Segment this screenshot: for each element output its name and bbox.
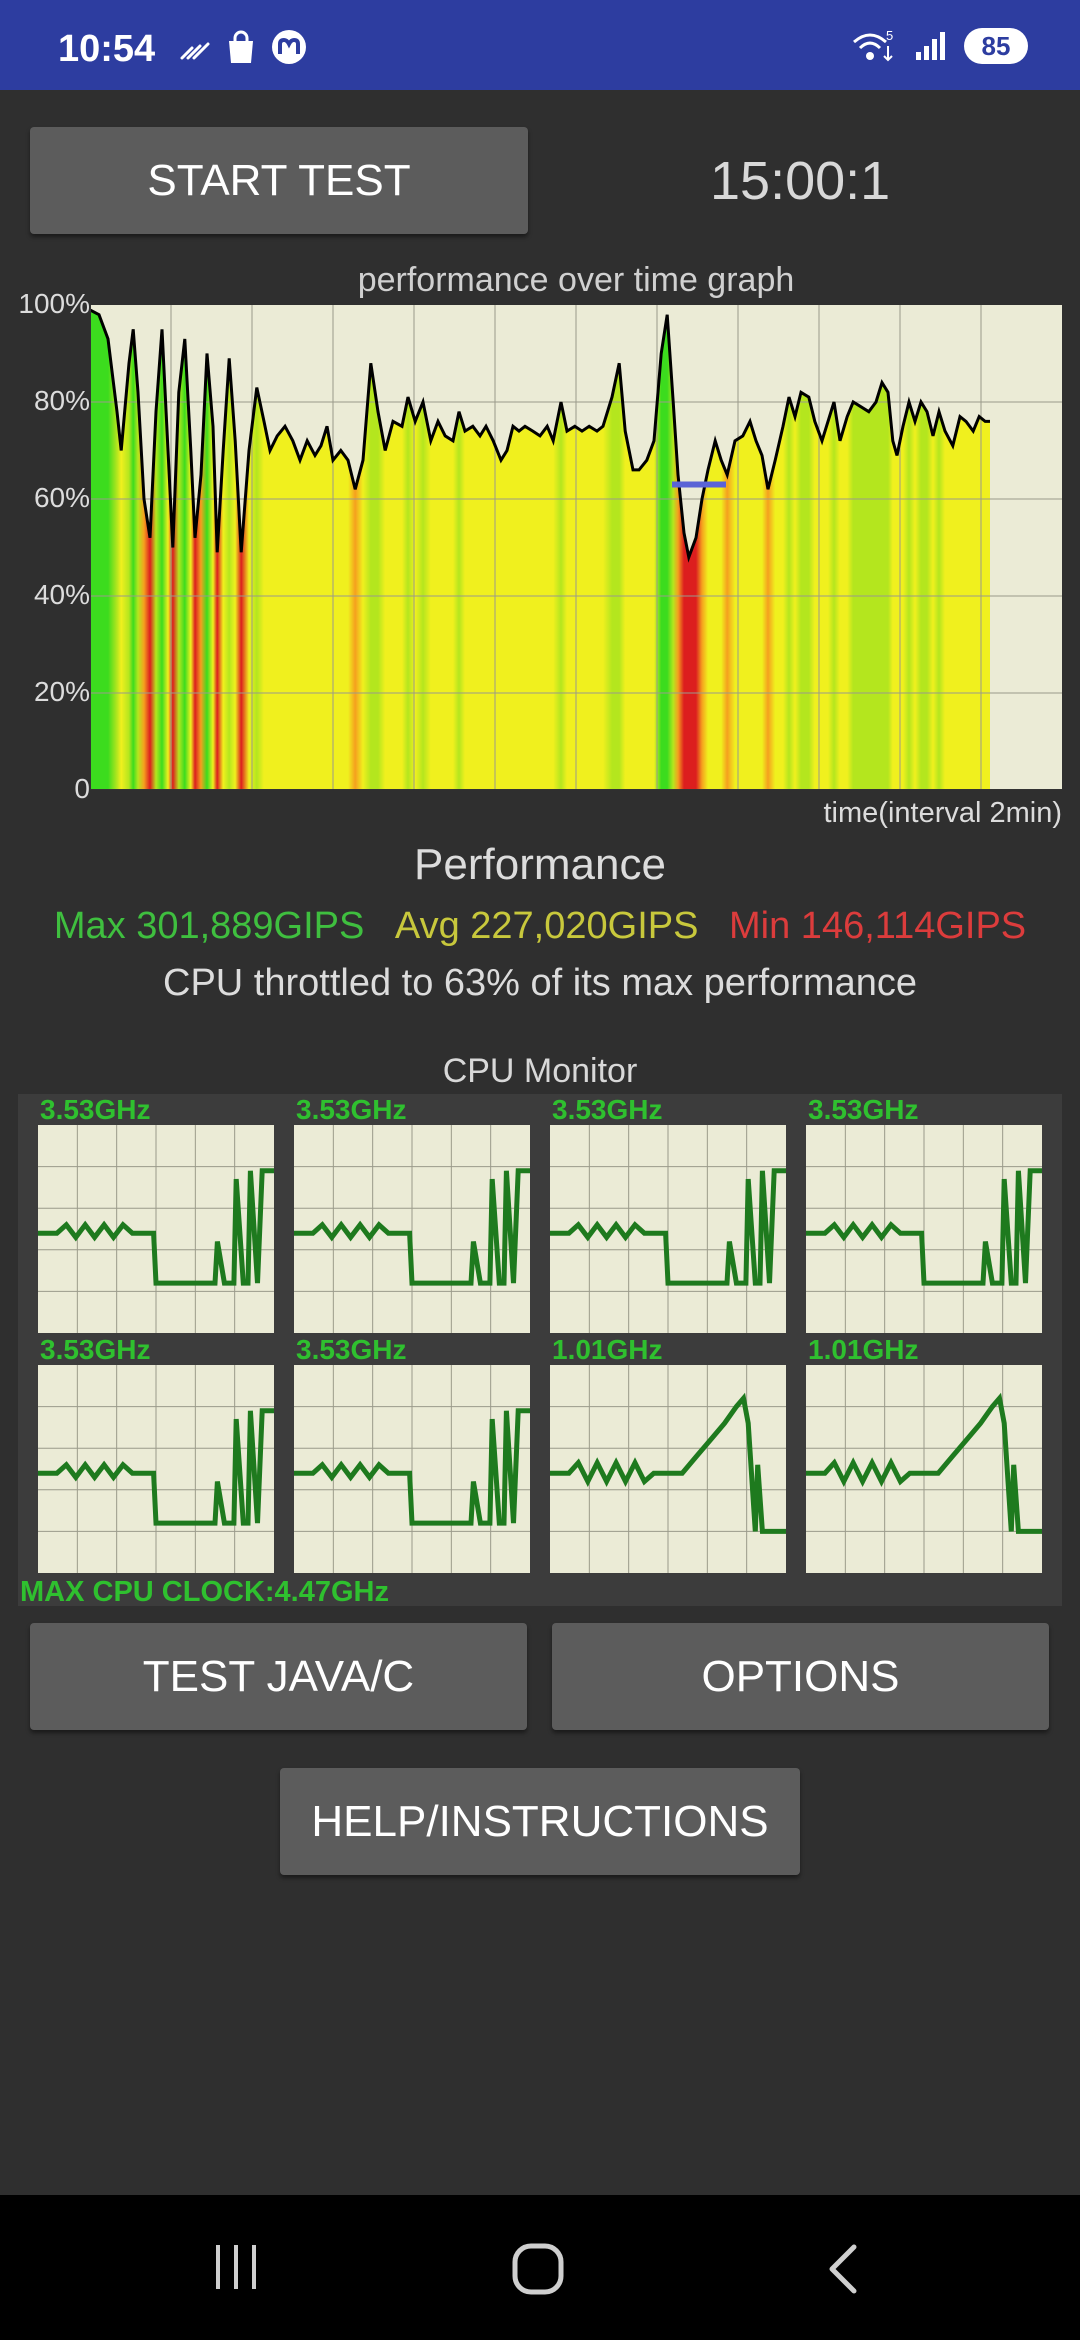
messenger-app-icon [272,30,306,64]
options-button[interactable]: OPTIONS [552,1623,1049,1730]
wifi-5-icon: 5 [853,28,893,62]
status-icons-right: 5 85 [850,28,1028,64]
core-frequency-line [550,1392,786,1534]
core-frequency: 1.01GHz [552,1334,663,1365]
y-tick-label: 40% [33,579,90,610]
svg-text:5: 5 [886,28,893,43]
core-frequency: 3.53GHz [552,1094,663,1125]
core-graph [38,1125,274,1333]
status-icons-left [178,30,308,64]
core-frequency: 3.53GHz [40,1334,151,1365]
core-graph [38,1365,274,1573]
home-icon[interactable] [510,2241,566,2297]
y-tick-label: 80% [33,385,90,416]
max-performance: Max 301,889GIPS [53,905,365,947]
start-test-button[interactable]: START TEST [30,127,528,234]
core-frequency-line [294,1168,530,1286]
test-java-c-button[interactable]: TEST JAVA/C [30,1623,527,1730]
core-graph [294,1125,530,1333]
core-frequency-line [38,1168,274,1286]
y-tick-label: 0 [74,773,90,804]
core-frequency: 3.53GHz [808,1094,919,1125]
graph-title: performance over time graph [357,261,795,299]
min-performance: Min 146,114GIPS [729,905,1027,947]
performance-stats: Max 301,889GIPS Avg 227,020GIPS Min 146,… [0,905,1080,948]
test-timer: 15:00:1 [710,151,891,211]
core-frequency: 3.53GHz [40,1094,151,1125]
help-instructions-button[interactable]: HELP/INSTRUCTIONS [280,1768,800,1875]
cpu-monitor-title: CPU Monitor [442,1052,638,1090]
core-frequency-line [550,1168,786,1286]
back-icon[interactable] [820,2241,864,2297]
core-frequency: 3.53GHz [296,1334,407,1365]
recents-icon[interactable] [212,2241,260,2293]
signal-icon [916,32,945,60]
performance-line [90,308,990,563]
y-tick-label: 100% [18,288,90,319]
performance-heading: Performance [414,840,666,889]
max-cpu-clock: MAX CPU CLOCK:4.47GHz [20,1576,389,1608]
core-frequency-line [806,1392,1042,1534]
shopping-bag-icon [229,30,253,63]
throttle-summary: CPU throttled to 63% of its max performa… [163,962,917,1004]
core-frequency-line [294,1408,530,1526]
battery-indicator: 85 [964,28,1028,64]
core-graph [550,1125,786,1333]
core-graph [294,1365,530,1573]
status-time: 10:54 [58,28,156,70]
core-graph [806,1365,1042,1573]
y-tick-label: 20% [33,676,90,707]
core-graph [550,1365,786,1573]
navigation-bar [0,2195,1080,2340]
wifi-calling-icon [180,42,210,60]
core-frequency-line [38,1408,274,1526]
avg-performance: Avg 227,020GIPS [394,905,699,947]
x-axis-label: time(interval 2min) [823,797,1063,829]
core-frequency: 1.01GHz [808,1334,919,1365]
core-frequency: 3.53GHz [296,1094,407,1125]
core-graph [806,1125,1042,1333]
performance-graph [90,305,1062,790]
core-frequency-line [806,1168,1042,1286]
y-tick-label: 60% [33,482,90,513]
status-bar: 10:54 5 85 [0,0,1080,90]
